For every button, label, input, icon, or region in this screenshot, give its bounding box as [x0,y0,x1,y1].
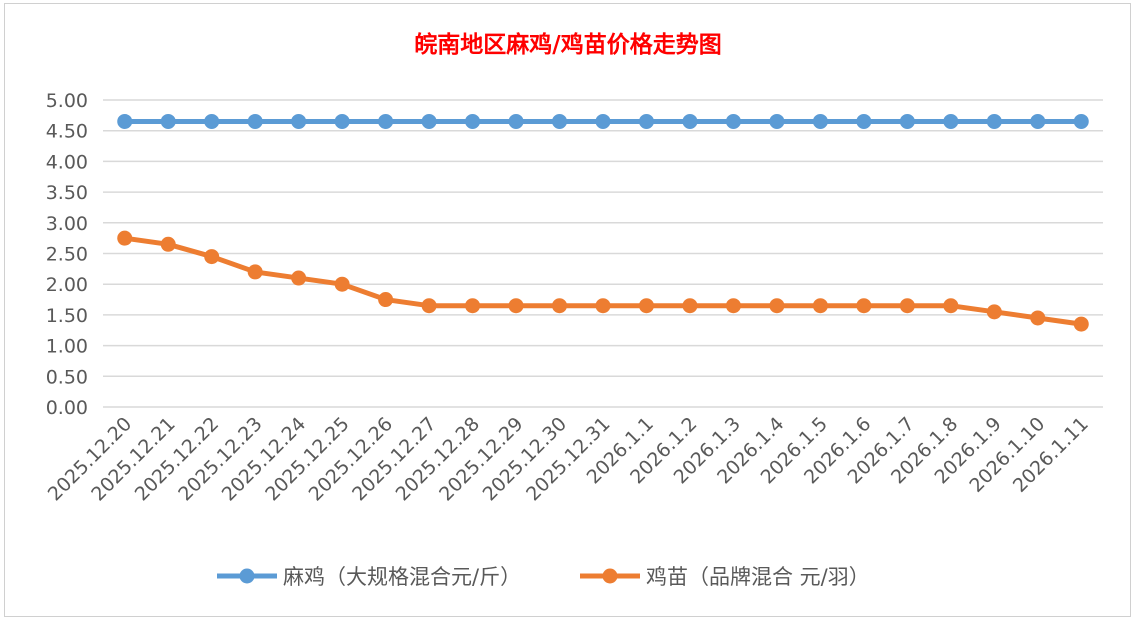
y-tick-label: 3.50 [46,182,88,204]
data-point [856,298,872,314]
data-point [769,298,785,314]
y-tick-label: 2.50 [46,244,88,266]
legend-label: 鸡苗（品牌混合 元/羽） [646,565,870,589]
data-point [943,113,959,129]
data-point [899,298,915,314]
data-point [378,113,394,129]
y-tick-label: 4.00 [46,151,88,173]
data-point [247,264,263,280]
data-point [117,230,133,246]
data-point [160,236,176,252]
data-point [725,113,741,129]
data-point [595,113,611,129]
data-point [595,298,611,314]
data-point [204,249,220,265]
data-point [1073,113,1089,129]
data-point [943,298,959,314]
legend-label: 麻鸡（大规格混合元/斤） [283,565,521,589]
data-point [552,113,568,129]
data-point [291,113,307,129]
chart-frame [4,3,1131,617]
data-point [421,298,437,314]
y-tick-label: 1.50 [46,305,88,327]
data-point [725,298,741,314]
y-tick-label: 2.00 [46,274,88,296]
data-point [812,298,828,314]
data-point [465,113,481,129]
data-point [421,113,437,129]
y-tick-label: 0.00 [46,397,88,419]
data-point [160,113,176,129]
data-point [682,113,698,129]
data-point [291,270,307,286]
data-point [247,113,263,129]
y-tick-label: 0.50 [46,366,88,388]
data-point [986,113,1002,129]
data-point [552,298,568,314]
data-point [1073,316,1089,332]
data-point [378,292,394,308]
data-point [986,304,1002,320]
chart-title: 皖南地区麻鸡/鸡苗价格走势图 [414,31,721,58]
data-point [638,298,654,314]
data-point [899,113,915,129]
data-point [638,113,654,129]
data-point [508,113,524,129]
data-point [204,113,220,129]
data-point [769,113,785,129]
data-point [682,298,698,314]
y-tick-label: 3.00 [46,213,88,235]
data-point [334,113,350,129]
data-point [1030,310,1046,326]
legend-marker [239,568,255,584]
data-point [334,276,350,292]
data-point [812,113,828,129]
data-point [508,298,524,314]
data-point [117,113,133,129]
data-point [856,113,872,129]
y-tick-label: 4.50 [46,121,88,143]
legend-marker [602,568,618,584]
data-point [465,298,481,314]
y-tick-label: 1.00 [46,336,88,358]
data-point [1030,113,1046,129]
y-tick-label: 5.00 [46,90,88,112]
